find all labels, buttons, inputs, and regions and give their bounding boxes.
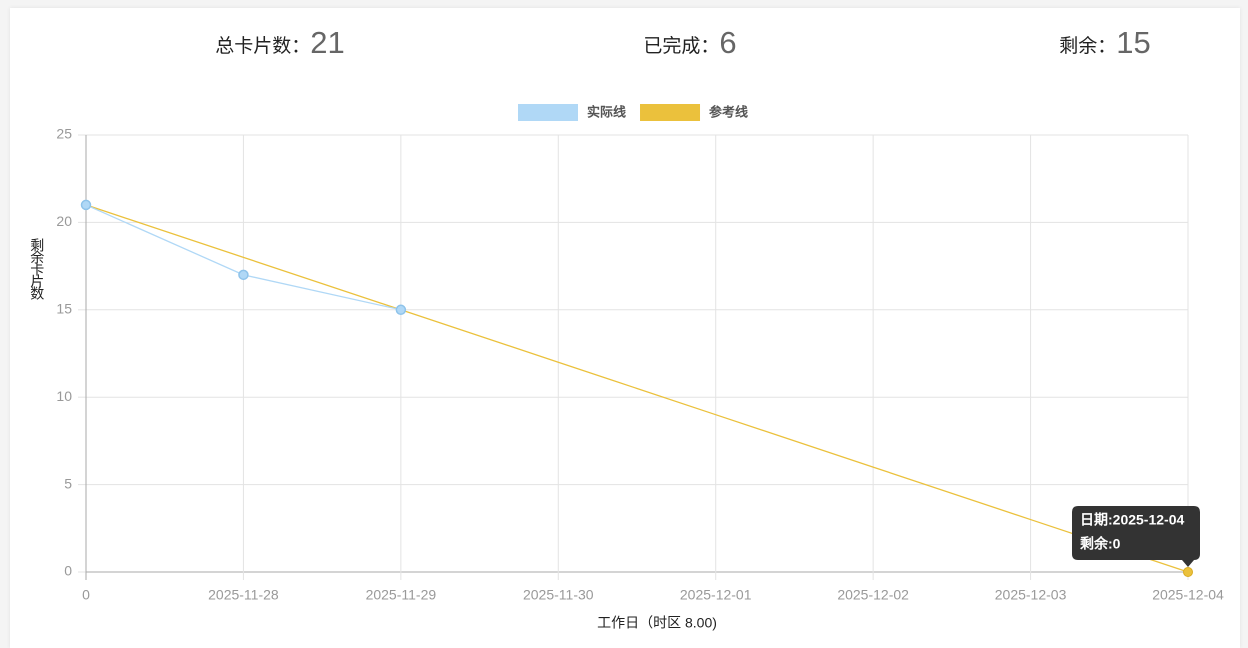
stat-label: 总卡片数： [215, 35, 310, 57]
stat: 总卡片数： 21 [215, 25, 345, 60]
point [80, 199, 92, 211]
stat-value: 6 [719, 25, 736, 60]
x-tick-label: 2025-12-01 [680, 587, 752, 603]
legend-label: 参考线 [709, 104, 748, 119]
y-tick-label: 0 [64, 563, 72, 579]
x-tick-label: 2025-11-28 [208, 587, 279, 603]
y-tick-label: 15 [56, 301, 72, 317]
series-line [85, 204, 1189, 573]
y-tick-label: 5 [64, 475, 72, 491]
legend-swatch [640, 104, 701, 121]
tooltip-text: 日期:2025-12-04 [1080, 512, 1184, 528]
x-tick-label: 0 [82, 587, 90, 603]
x-tick-label: 2025-12-04 [1152, 587, 1224, 603]
y-tick-label: 10 [56, 388, 72, 404]
stat-label: 剩余： [1059, 35, 1116, 57]
point [395, 304, 407, 316]
x-tick-label: 2025-11-29 [366, 587, 437, 603]
stat-value: 15 [1116, 25, 1150, 60]
legend-label: 实际线 [587, 104, 626, 119]
point [1183, 567, 1193, 577]
y-tick-label: 20 [56, 213, 72, 229]
x-axis-title: 工作日（时区 8.00) [597, 615, 717, 631]
stat-label: 已完成： [643, 35, 719, 57]
tooltip-box [1072, 506, 1200, 567]
stat-value: 21 [310, 25, 344, 60]
point [238, 269, 249, 281]
y-axis-title: 剩余卡片数 [29, 238, 45, 300]
x-tick-label: 2025-12-02 [837, 587, 909, 603]
stat: 剩余： 15 [1059, 25, 1151, 60]
y-tick-label: 25 [56, 126, 72, 142]
stat: 已完成： 6 [643, 25, 736, 60]
card [10, 8, 1240, 648]
x-tick-label: 2025-11-30 [523, 587, 594, 603]
tooltip-text: 剩余:0 [1080, 536, 1121, 552]
legend-swatch [518, 104, 578, 121]
x-tick-label: 2025-12-03 [995, 587, 1067, 603]
